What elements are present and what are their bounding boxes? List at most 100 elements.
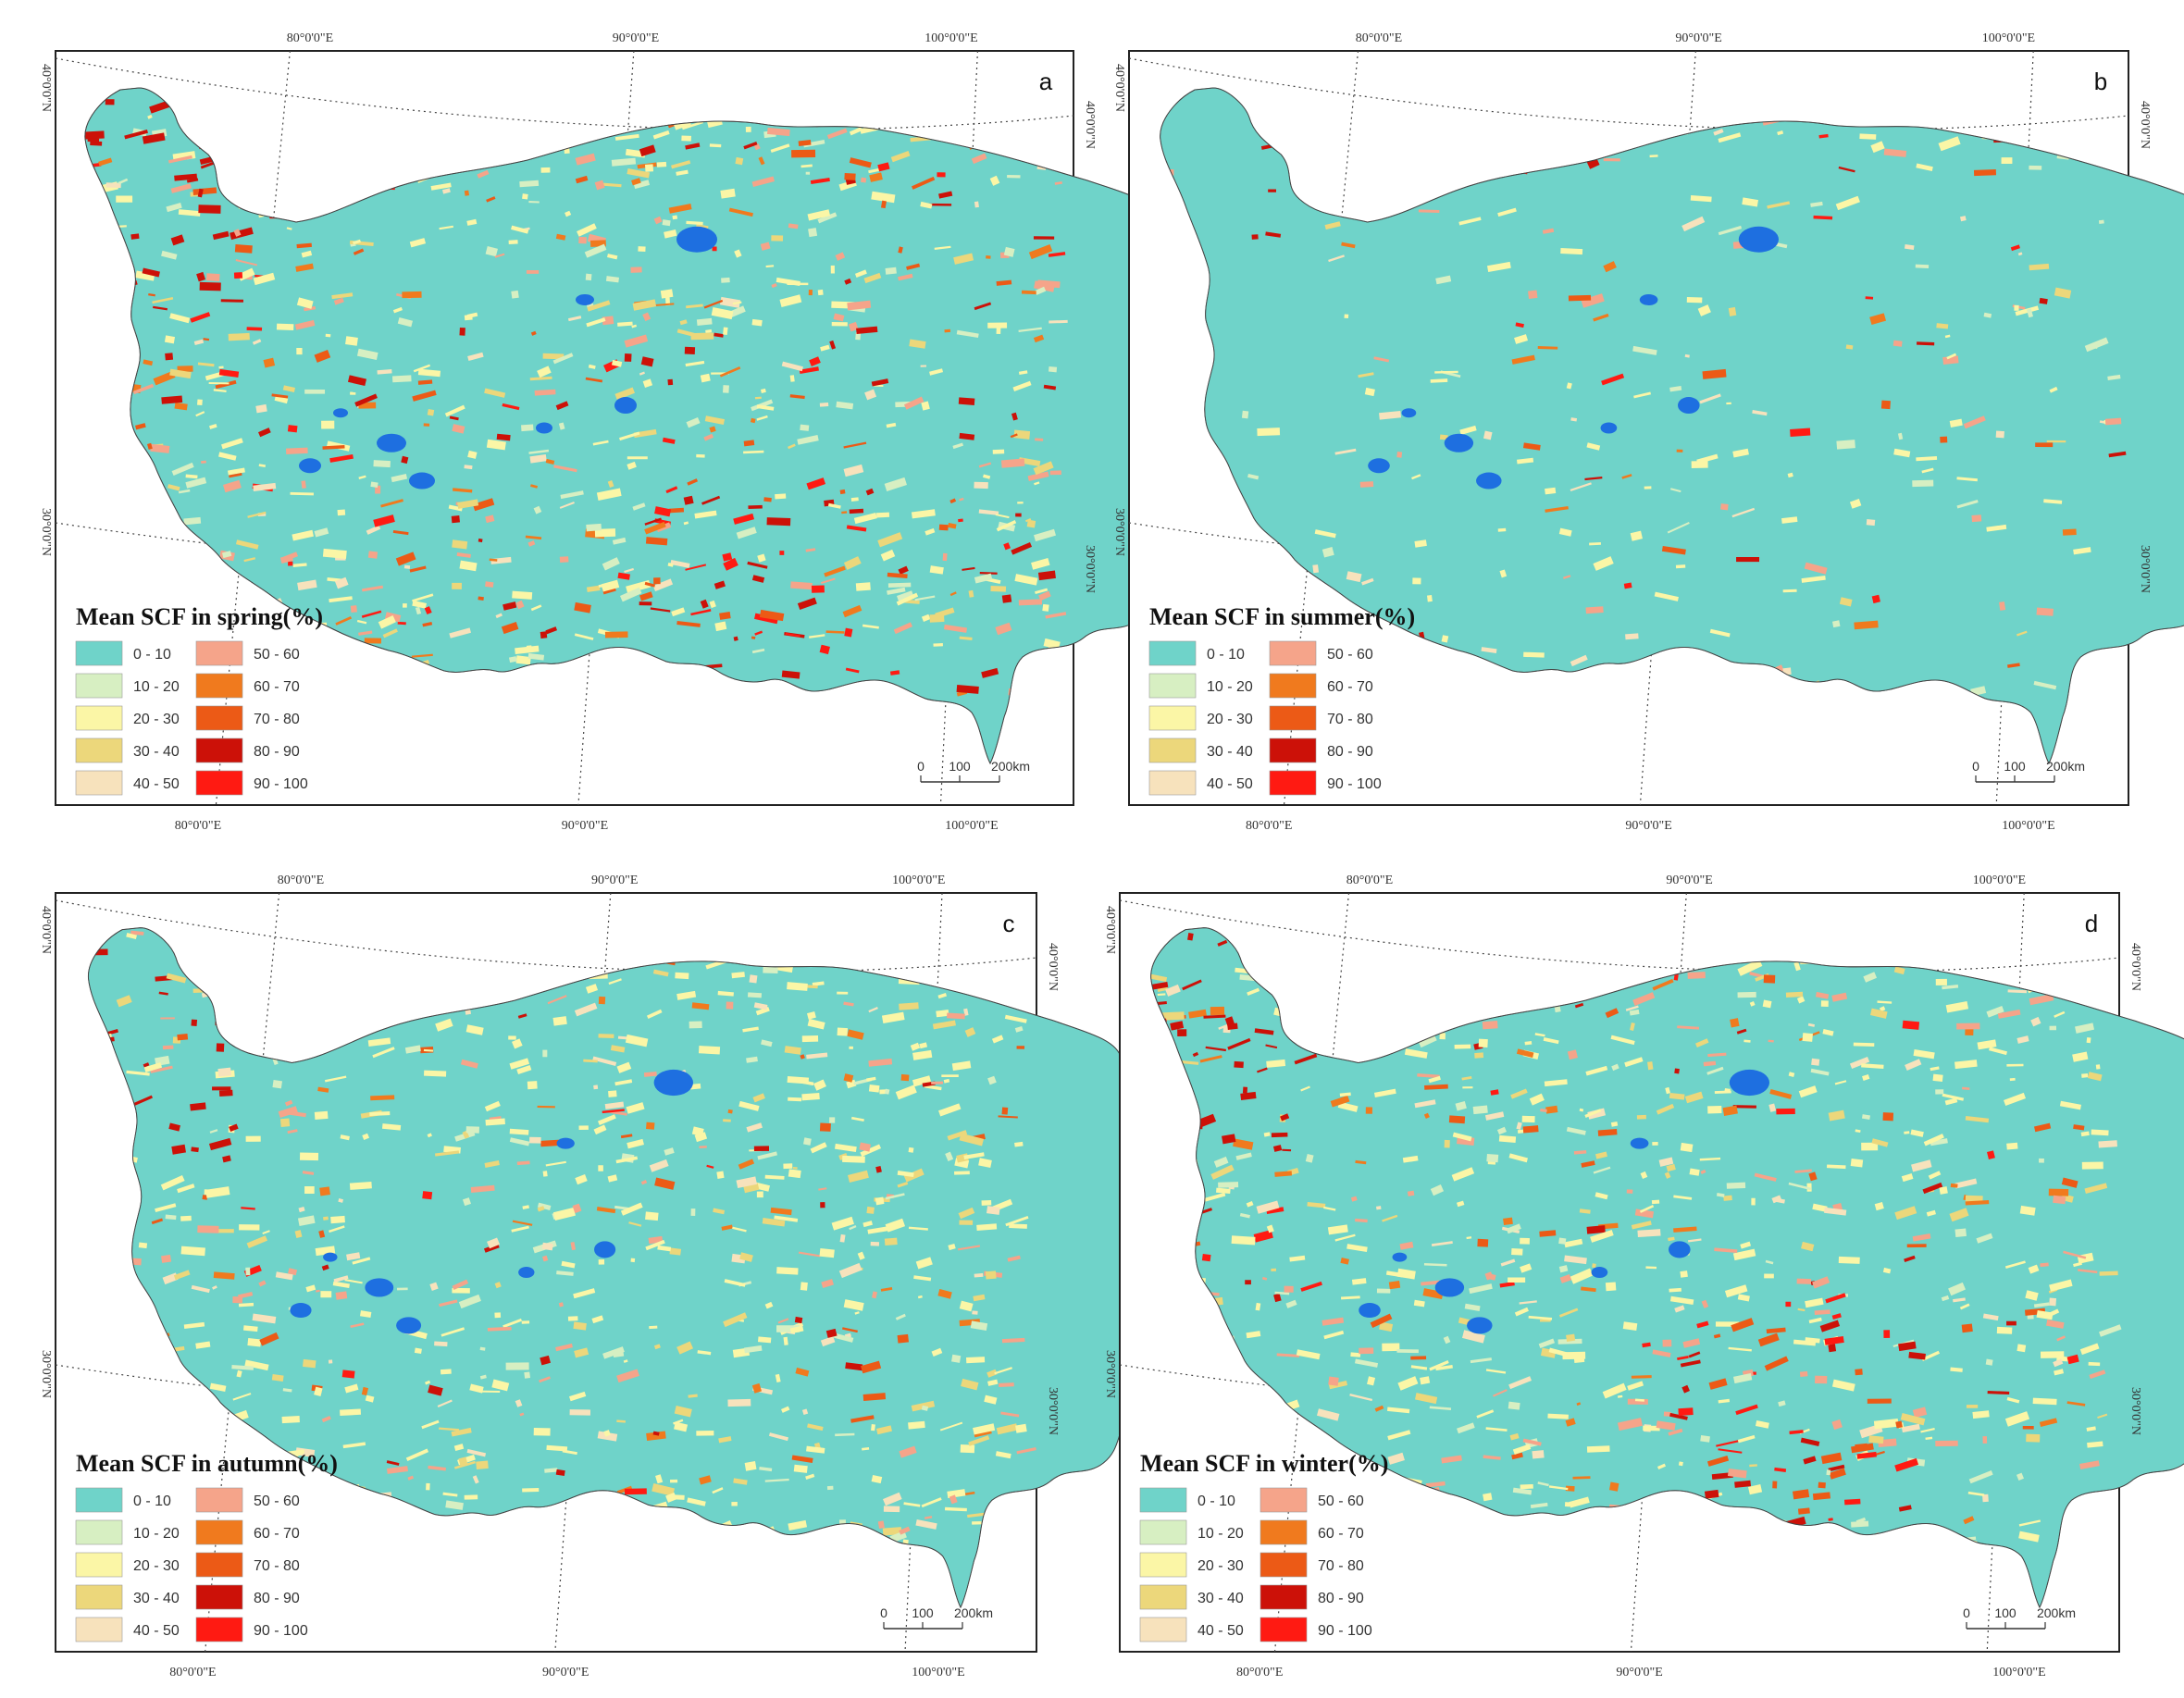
- legend-title: Mean SCF in summer(%): [1149, 603, 1415, 630]
- scf-patch: [1522, 1125, 1539, 1134]
- scf-patch: [912, 176, 936, 190]
- scf-patch: [1718, 1398, 1731, 1404]
- scf-patch: [2098, 219, 2104, 225]
- scf-patch: [790, 581, 813, 590]
- scf-patch: [662, 437, 676, 444]
- scf-patch: [1339, 1092, 1351, 1097]
- lon-tick-top: 100°0'0"E: [1982, 31, 2035, 45]
- scf-patch: [1570, 654, 1588, 667]
- scf-patch: [889, 670, 900, 675]
- scf-patch: [764, 1478, 789, 1482]
- scf-patch: [739, 1252, 753, 1262]
- scf-patch: [1665, 1086, 1670, 1095]
- scf-patch: [2035, 442, 2054, 448]
- scf-patch: [1925, 1436, 1933, 1441]
- scf-patch: [329, 596, 353, 603]
- scf-patch: [592, 440, 609, 446]
- scf-patch: [691, 1126, 704, 1137]
- scf-patch: [973, 1423, 996, 1435]
- scf-patch: [1673, 973, 1679, 981]
- scf-patch: [169, 368, 192, 379]
- scf-patch: [2063, 1250, 2087, 1259]
- scf-patch: [1605, 1008, 1619, 1019]
- scf-patch: [1033, 236, 1055, 240]
- scf-patch: [205, 273, 220, 282]
- lon-tick-top: 100°0'0"E: [924, 31, 977, 45]
- scf-patch: [1681, 216, 1706, 232]
- scf-patch: [1042, 603, 1049, 612]
- scf-patch: [871, 378, 889, 387]
- scf-patch: [654, 506, 672, 517]
- scf-patch: [367, 551, 378, 559]
- scf-patch: [2059, 1100, 2082, 1110]
- scf-patch: [1545, 505, 1569, 513]
- scf-patch: [494, 253, 505, 258]
- scf-patch: [1021, 290, 1036, 295]
- scf-patch: [505, 1362, 529, 1370]
- scf-patch: [866, 1076, 876, 1082]
- scf-patch: [1700, 1169, 1706, 1174]
- scf-patch: [2032, 1397, 2057, 1406]
- scf-patch: [314, 1110, 329, 1120]
- scf-patch: [350, 391, 356, 395]
- scf-patch: [877, 162, 890, 172]
- scf-patch: [1668, 1428, 1683, 1436]
- scf-patch: [1472, 1105, 1488, 1115]
- scf-patch: [1486, 1153, 1499, 1163]
- legend-swatch: [195, 737, 243, 763]
- scf-patch: [1737, 1434, 1756, 1444]
- scf-patch: [228, 332, 250, 341]
- scf-patch: [1204, 1192, 1226, 1202]
- scf-patch: [1617, 1394, 1623, 1398]
- scf-patch: [1574, 1002, 1584, 1009]
- scf-patch: [222, 1155, 231, 1163]
- scf-patch: [148, 292, 155, 297]
- scf-patch: [340, 1408, 362, 1416]
- scf-patch: [537, 1202, 552, 1210]
- scf-patch: [2018, 1519, 2041, 1527]
- scf-patch: [501, 621, 519, 635]
- scf-patch: [974, 201, 979, 208]
- scf-patch: [1828, 1464, 1845, 1472]
- scf-patch: [1441, 1455, 1462, 1464]
- scf-patch: [197, 188, 204, 198]
- scf-patch: [845, 667, 860, 674]
- scf-patch: [453, 488, 473, 493]
- scf-patch: [1569, 1496, 1590, 1508]
- scf-patch: [808, 228, 818, 238]
- scf-patch: [196, 271, 206, 282]
- scf-patch: [2087, 1441, 2103, 1448]
- scf-patch: [736, 1176, 757, 1188]
- scf-patch: [842, 1327, 858, 1333]
- scf-patch: [771, 235, 784, 242]
- lat-tick-left: 30°0'0"N: [1103, 1350, 1117, 1398]
- scf-patch: [452, 582, 462, 589]
- scf-patch: [1895, 1420, 1903, 1429]
- scf-patch: [614, 133, 639, 141]
- scf-patch: [1247, 473, 1260, 480]
- scf-patch: [849, 508, 864, 514]
- scf-patch: [839, 1233, 846, 1243]
- scf-patch: [386, 1466, 408, 1474]
- scf-patch: [452, 1287, 470, 1294]
- scf-patch: [880, 1287, 893, 1292]
- scf-patch: [1632, 345, 1657, 355]
- scf-patch: [1908, 1351, 1926, 1360]
- scf-patch: [938, 524, 949, 531]
- scf-patch: [1849, 499, 1862, 509]
- scf-patch: [321, 420, 335, 429]
- scf-patch: [860, 177, 867, 183]
- scf-patch: [649, 1325, 658, 1330]
- scf-patch: [1755, 1419, 1769, 1429]
- scf-patch: [684, 346, 696, 355]
- scf-patch: [302, 1171, 315, 1175]
- scf-patch: [2066, 1401, 2086, 1407]
- legend-label: 40 - 50: [1207, 776, 1253, 792]
- scf-patch: [760, 388, 766, 393]
- scf-patch: [895, 1084, 917, 1100]
- scf-patch: [1539, 1230, 1557, 1237]
- scf-patch: [751, 176, 775, 187]
- scf-patch: [1444, 1139, 1450, 1148]
- scf-patch: [1346, 571, 1362, 583]
- lat-tick-left: 40°0'0"N: [39, 64, 53, 112]
